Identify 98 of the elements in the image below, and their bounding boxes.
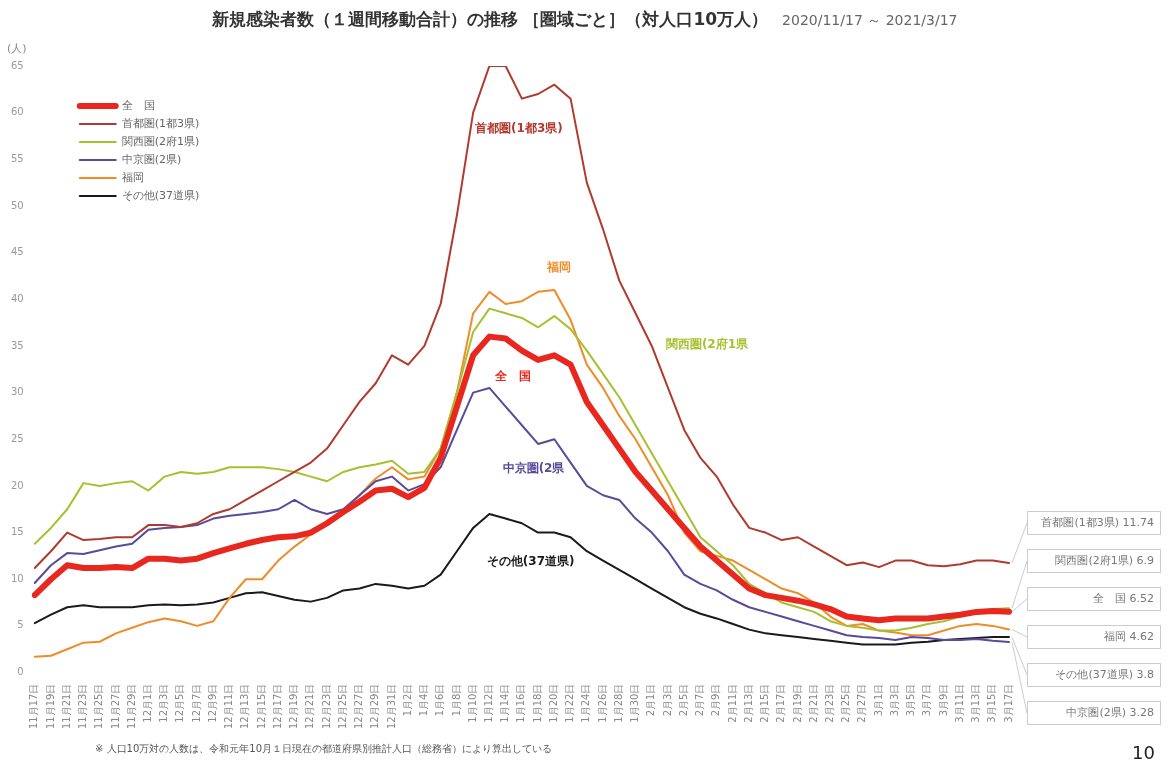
x-tick-label: 11月25日 — [93, 683, 105, 729]
y-tick-label: 50 — [10, 199, 24, 211]
x-tick-label: 11月27日 — [109, 683, 121, 729]
x-tick-label: 12月19日 — [288, 683, 300, 729]
annotation: 首都圏(1都3県) — [474, 120, 563, 135]
y-tick-label: 40 — [10, 292, 24, 304]
legend-label: その他(37道県) — [121, 188, 200, 202]
x-tick-label: 2月23日 — [823, 683, 835, 723]
x-tick-label: 3月7日 — [921, 683, 933, 717]
x-tick-label: 2月17日 — [775, 683, 787, 723]
x-tick-label: 3月3日 — [888, 683, 900, 717]
x-tick-label: 2月5日 — [677, 683, 689, 717]
chart-title: 新規感染者数（１週間移動合計）の推移 ［圏域ごと］（対人口10万人） — [211, 9, 769, 29]
x-tick-label: 1月10日 — [466, 683, 478, 723]
y-tick-label: 35 — [10, 339, 24, 351]
x-tick-label: 1月30日 — [629, 683, 641, 723]
text: 関西圏(2府1県) 6.9 — [1027, 548, 1161, 573]
x-tick-label: 2月9日 — [710, 683, 722, 717]
x-tick-label: 1月6日 — [434, 683, 446, 717]
x-tick-label: 1月2日 — [401, 683, 413, 717]
x-tick-label: 11月29日 — [125, 683, 137, 729]
x-tick-label: 1月14日 — [499, 683, 511, 723]
x-tick-label: 12月7日 — [190, 683, 202, 723]
x-tick-label: 1月22日 — [564, 683, 576, 723]
y-tick-label: 20 — [10, 479, 24, 491]
legend-label: 首都圏(1都3県) — [121, 116, 200, 130]
x-tick-label: 3月11日 — [953, 683, 965, 723]
legend-label: 中京圏(2県) — [121, 152, 182, 166]
x-tick-label: 2月13日 — [742, 683, 754, 723]
x-tick-label: 3月17日 — [1002, 683, 1014, 723]
x-tick-label: 1月26日 — [596, 683, 608, 723]
x-tick-label: 3月9日 — [937, 683, 949, 717]
x-tick-label: 2月25日 — [840, 683, 852, 723]
x-tick-label: 3月5日 — [905, 683, 917, 717]
x-tick-label: 12月1日 — [141, 683, 153, 723]
x-tick-label: 1月4日 — [418, 683, 430, 717]
y-tick-label: 30 — [10, 386, 24, 398]
x-tick-label: 3月1日 — [872, 683, 884, 717]
x-tick-label: 12月29日 — [369, 683, 381, 729]
x-tick-label: 2月1日 — [645, 683, 657, 717]
x-tick-label: 1月16日 — [515, 683, 527, 723]
annotation: 全 国 — [494, 369, 532, 384]
x-tick-label: 2月15日 — [759, 683, 771, 723]
x-tick-label: 2月3日 — [661, 683, 673, 717]
x-tick-label: 11月23日 — [77, 683, 89, 729]
legend-label: 福岡 — [121, 170, 144, 184]
x-tick-label: 12月9日 — [206, 683, 218, 723]
x-tick-label: 12月11日 — [223, 683, 235, 729]
x-tick-label: 12月27日 — [353, 683, 365, 729]
annotation: 福岡 — [545, 260, 571, 275]
x-tick-label: 11月19日 — [44, 683, 56, 729]
legend-label: 全 国 — [121, 98, 155, 112]
y-tick-label: 10 — [10, 572, 24, 584]
x-tick-label: 12月13日 — [239, 683, 251, 729]
text: その他(37道県) 3.8 — [1027, 662, 1161, 687]
x-tick-label: 12月5日 — [174, 683, 186, 723]
y-tick-label: 15 — [10, 526, 24, 538]
y-tick-label: 55 — [10, 152, 24, 164]
x-tick-label: 3月13日 — [970, 683, 982, 723]
y-tick-label: 25 — [10, 432, 24, 444]
x-tick-label: 11月17日 — [28, 683, 40, 729]
x-tick-label: 12月21日 — [304, 683, 316, 729]
legend-label: 関西圏(2府1県) — [121, 134, 200, 148]
x-tick-label: 1月28日 — [612, 683, 624, 723]
text: 福岡 4.62 — [1027, 624, 1161, 649]
x-tick-label: 2月21日 — [807, 683, 819, 723]
x-tick-label: 12月15日 — [255, 683, 267, 729]
x-tick-label: 2月19日 — [791, 683, 803, 723]
text: 全 国 6.52 — [1027, 586, 1161, 611]
text: 10 — [1132, 742, 1155, 763]
x-tick-label: 12月3日 — [158, 683, 170, 723]
x-tick-label: 11月21日 — [60, 683, 72, 729]
text: ※ 人口10万対の人数は、令和元年10月１日現在の都道府県別推計人口（総務省）により算出している — [95, 742, 553, 756]
annotation: 中京圏(2県 — [502, 460, 566, 475]
y-tick-label: 60 — [10, 106, 24, 118]
annotation: その他(37道県) — [486, 553, 575, 568]
text: 中京圏(2県) 3.28 — [1027, 700, 1161, 725]
x-tick-label: 12月17日 — [271, 683, 283, 729]
annotation: 関西圏(2府1県 — [665, 337, 750, 352]
x-tick-label: 1月20日 — [547, 683, 559, 723]
x-tick-label: 2月27日 — [856, 683, 868, 723]
x-tick-label: 12月31日 — [385, 683, 397, 729]
x-tick-label: 1月24日 — [580, 683, 592, 723]
x-tick-label: 1月12日 — [482, 683, 494, 723]
text: 首都圏(1都3県) 11.74 — [1027, 510, 1161, 535]
x-tick-label: 3月15日 — [986, 683, 998, 723]
x-tick-label: 2月11日 — [726, 683, 738, 723]
x-tick-label: 2月7日 — [694, 683, 706, 717]
x-tick-label: 12月25日 — [336, 683, 348, 729]
y-tick-label: 65 — [10, 59, 24, 71]
y-tick-label: 0 — [17, 666, 24, 678]
y-axis-title: (人) — [6, 42, 27, 55]
x-tick-label: 12月23日 — [320, 683, 332, 729]
y-tick-label: 45 — [10, 246, 24, 258]
y-tick-label: 5 — [17, 619, 24, 631]
chart-subtitle: 2020/11/17 ～ 2021/3/17 — [782, 12, 958, 28]
x-tick-label: 1月8日 — [450, 683, 462, 717]
x-tick-label: 1月18日 — [531, 683, 543, 723]
